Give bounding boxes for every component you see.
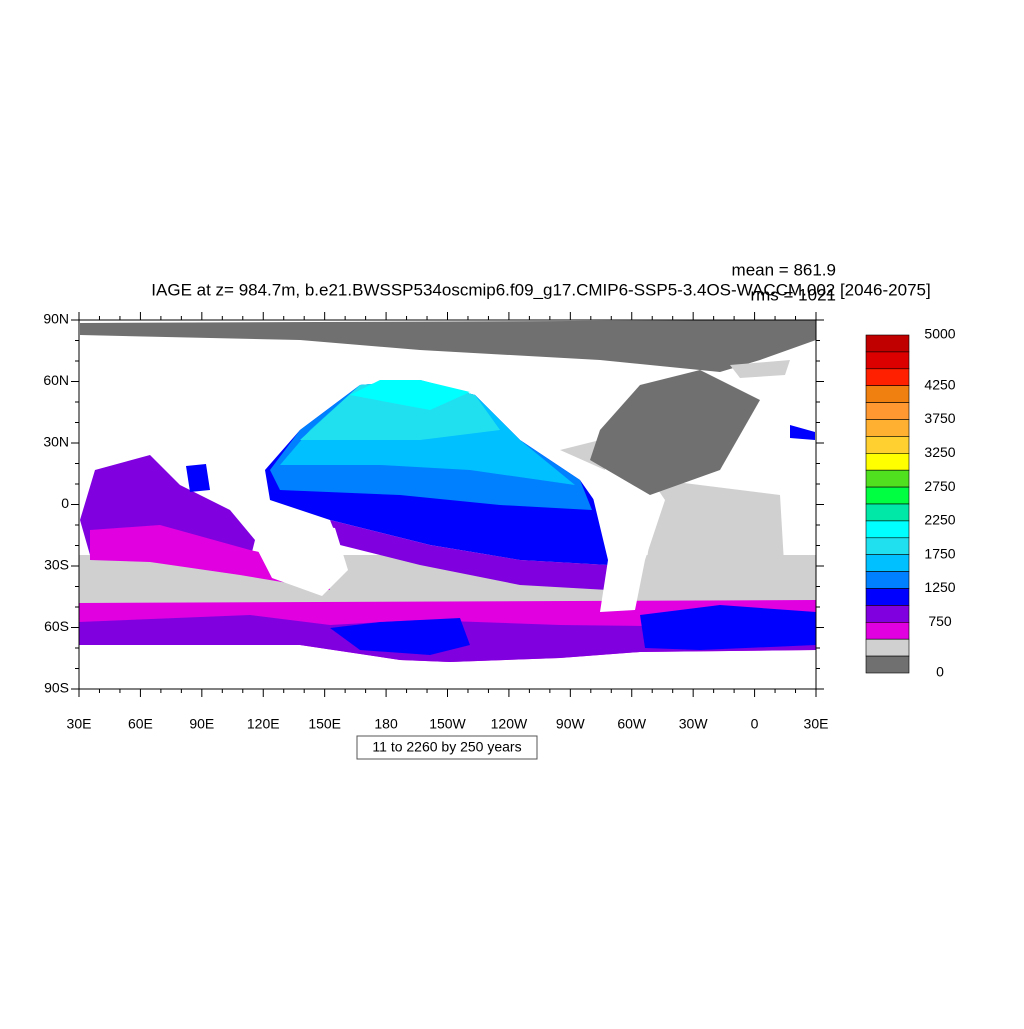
colorbar-label: 0 xyxy=(936,664,944,680)
colorbar-box xyxy=(865,554,910,572)
colorbar-label: 1250 xyxy=(924,579,955,595)
land xyxy=(590,478,665,612)
colorbar-box xyxy=(865,655,910,674)
x-tick-label: 30E xyxy=(67,716,92,732)
ocean-region xyxy=(790,425,815,440)
colorbar-box xyxy=(865,385,910,403)
ocean-region xyxy=(186,464,210,492)
y-tick-label: 30N xyxy=(43,434,69,450)
colorbar-box xyxy=(865,351,910,370)
colorbar-box xyxy=(865,402,910,420)
y-tick-label: 60S xyxy=(44,618,69,634)
colorbar-box xyxy=(865,638,910,657)
y-tick-label: 90S xyxy=(44,680,69,696)
colorbar-label: 750 xyxy=(928,613,952,629)
colorbar-box xyxy=(865,605,910,623)
y-tick-label: 60N xyxy=(43,372,69,388)
x-tick-label: 0 xyxy=(751,716,759,732)
x-tick-label: 150E xyxy=(308,716,341,732)
colorbar-box xyxy=(865,469,910,488)
x-tick-label: 150W xyxy=(429,716,466,732)
colorbar-box xyxy=(865,419,910,437)
colorbar-box xyxy=(865,436,910,454)
colorbar-label: 3750 xyxy=(924,410,955,426)
colorbar-box xyxy=(865,368,910,386)
colorbar-label: 3250 xyxy=(924,444,955,460)
colorbar-box xyxy=(865,621,910,640)
land xyxy=(80,320,816,372)
ocean-region xyxy=(330,520,608,590)
y-tick-label: 90N xyxy=(43,311,69,327)
colorbar-box xyxy=(865,588,910,606)
footer-box xyxy=(356,735,538,760)
mean: mean = 861.9 xyxy=(732,260,836,279)
colorbar-box xyxy=(865,452,910,471)
land xyxy=(730,360,790,378)
x-tick-label: 60W xyxy=(617,716,647,732)
land xyxy=(590,370,760,495)
x-tick-label: 90E xyxy=(189,716,214,732)
colorbar-label: 5000 xyxy=(924,326,955,342)
colorbar-box xyxy=(865,571,910,589)
colorbar-box xyxy=(865,503,910,522)
colorbar-label: 1750 xyxy=(924,545,955,561)
ocean-region xyxy=(560,440,605,470)
x-tick-label: 90W xyxy=(556,716,586,732)
x-tick-label: 180 xyxy=(374,716,398,732)
y-tick-label: 30S xyxy=(44,557,69,573)
map xyxy=(78,319,817,690)
colorbar-label: 4250 xyxy=(924,376,955,392)
ocean-region xyxy=(640,605,816,650)
x-tick-label: 30E xyxy=(804,716,829,732)
colorbar-label: 2250 xyxy=(924,512,955,528)
footer: 11 to 2260 by 250 years xyxy=(372,739,521,755)
colorbar-box xyxy=(865,486,910,505)
colorbar: 5000 4250 3750 3250 2750 2250 1750 1250 750 0 xyxy=(865,326,956,680)
x-tick-label: 120W xyxy=(491,716,528,732)
axes: 90N 60N 30N 0 30S 60S 90S 30E 60E 90E 120E 150E 180 1… xyxy=(43,311,828,732)
ocean-region xyxy=(350,380,470,410)
x-tick-label: 30W xyxy=(679,716,709,732)
rms: rms = 1021 xyxy=(750,285,836,304)
colorbar-label: 2750 xyxy=(924,478,955,494)
colorbar-box xyxy=(865,334,910,353)
title: IAGE at z= 984.7m, b.e21.BWSSP534oscmip6… xyxy=(151,280,930,299)
y-tick-label: 0 xyxy=(61,495,69,511)
colorbar-box xyxy=(865,520,910,539)
x-tick-label: 120E xyxy=(247,716,280,732)
x-tick-label: 60E xyxy=(128,716,153,732)
ocean-region xyxy=(330,618,470,655)
colorbar-box xyxy=(865,537,910,555)
land xyxy=(255,520,348,596)
ocean-region xyxy=(640,480,785,600)
